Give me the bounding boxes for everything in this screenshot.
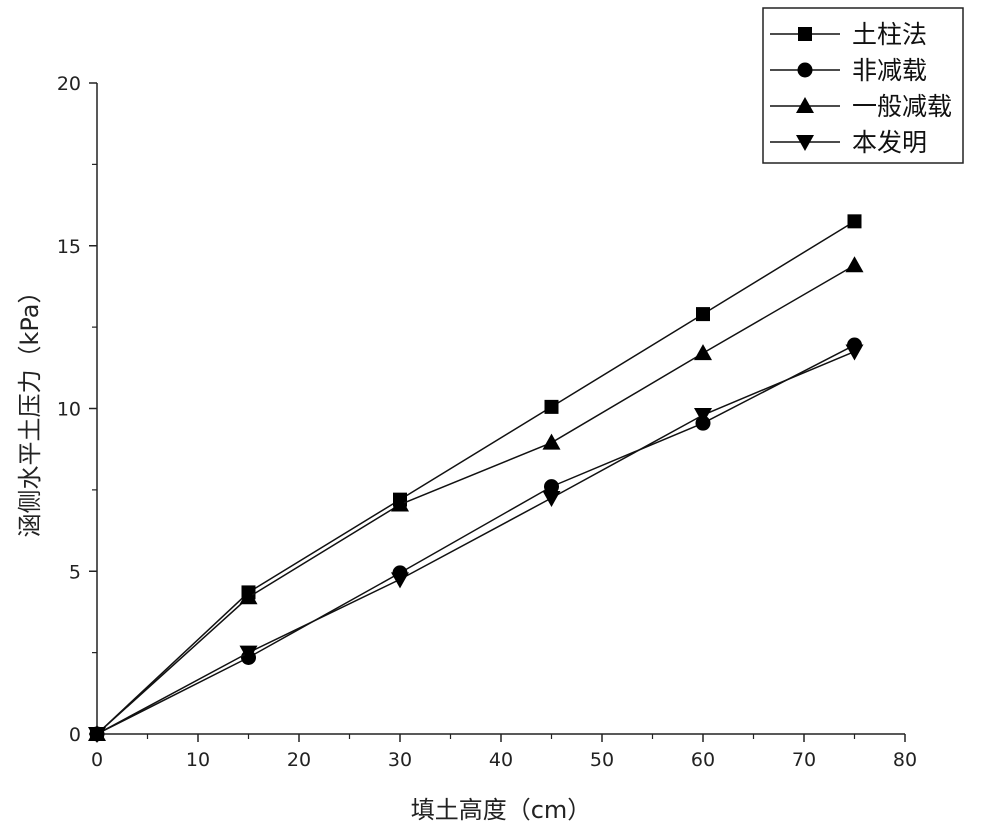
ticks: 0 10 20 30 40 50 60 70 80 0 5 10 15 20: [57, 73, 917, 771]
x-tick-label: 10: [186, 749, 210, 771]
legend-item: 非减载: [770, 56, 927, 85]
series-1: [90, 214, 862, 741]
series-line: [96, 264, 855, 735]
legend-marker: [798, 27, 812, 41]
legend-marker: [797, 62, 813, 78]
legend-marker: [796, 135, 814, 151]
data-point: [239, 588, 258, 605]
y-tick-label: 20: [57, 73, 81, 95]
data-point: [544, 399, 559, 414]
series-4: [88, 344, 864, 743]
legend-item: 本发明: [770, 128, 927, 157]
data-point: [391, 572, 409, 589]
legend-label: 一般减载: [852, 92, 952, 121]
y-tick-label: 15: [57, 236, 81, 258]
data-point: [694, 344, 712, 361]
x-tick-label: 0: [91, 749, 103, 771]
y-axis-title: 涵侧水平土压力（kPa）: [16, 280, 44, 538]
data-point: [845, 256, 864, 273]
axes: [96, 83, 905, 735]
data-point: [391, 495, 409, 512]
legend-marker: [796, 97, 814, 113]
legend-item: 一般减载: [770, 92, 952, 121]
data-point: [542, 433, 561, 450]
x-tick-label: 40: [489, 749, 513, 771]
x-tick-label: 80: [893, 749, 917, 771]
series-line: [96, 344, 855, 735]
data-point: [696, 307, 710, 322]
legend-label: 非减载: [852, 56, 927, 85]
series-3: [88, 256, 864, 741]
data-point: [88, 727, 106, 743]
legend-item: 土柱法: [770, 20, 927, 49]
legend-label: 本发明: [852, 128, 927, 157]
data-point: [239, 645, 258, 662]
x-tick-label: 60: [691, 749, 715, 771]
data-point: [542, 491, 561, 508]
x-tick-label: 30: [388, 749, 412, 771]
series: [88, 214, 864, 743]
data-point: [845, 344, 864, 361]
x-tick-label: 70: [792, 749, 816, 771]
x-tick-label: 20: [287, 749, 311, 771]
series-line: [96, 350, 855, 735]
x-axis-title: 填土高度（cm）: [411, 796, 592, 824]
data-point: [694, 408, 712, 425]
data-point: [544, 479, 559, 495]
legend-label: 土柱法: [852, 20, 927, 49]
data-point: [847, 214, 862, 229]
y-tick-label: 0: [69, 724, 81, 746]
series-line: [96, 220, 855, 735]
y-tick-label: 10: [57, 399, 81, 421]
x-tick-label: 50: [590, 749, 614, 771]
y-tick-label: 5: [69, 561, 81, 583]
